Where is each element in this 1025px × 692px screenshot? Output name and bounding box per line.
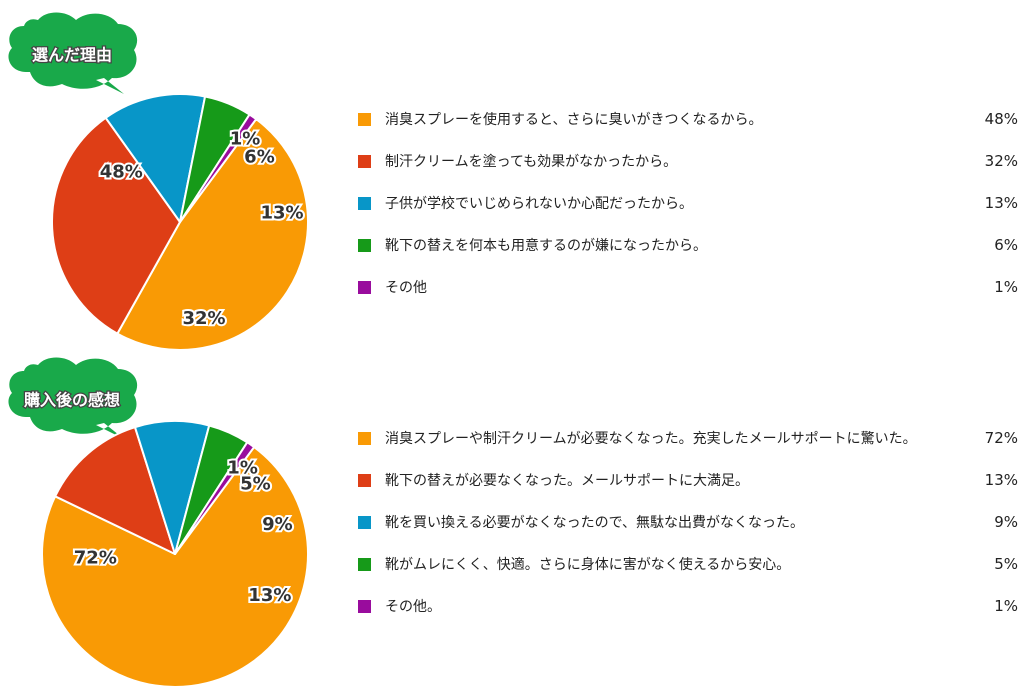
chart-title: 購入後の感想 [23,391,120,410]
legend-item: 子供が学校でいじめられないか心配だったから。 13% [358,182,1018,224]
legend-label: 靴がムレにくく、快適。さらに身体に害がなく使えるから安心。 [385,557,791,573]
legend-percent: 9% [994,513,1018,531]
legend-swatch [358,599,371,613]
chart-impressions: 購入後の感想 72% 13% 9% 5% 1% 消臭スプレーや制汗クリームが必要なくなっ… [0,345,1025,692]
legend-swatch [358,557,371,571]
legend: 消臭スプレーを使用すると、さらに臭いがきつくなるから。 48% 制汗クリームを塗って… [358,98,1018,308]
slice-label: 6% [244,146,275,167]
legend-percent: 48% [984,110,1018,128]
legend-swatch [358,238,371,252]
legend-label: 消臭スプレーを使用すると、さらに臭いがきつくなるから。 [385,112,763,128]
legend-item: 靴下の替えを何本も用意するのが嫌になったから。 6% [358,224,1018,266]
legend-label: 靴下の替えが必要なくなった。メールサポートに大満足。 [385,473,749,489]
legend-percent: 1% [994,278,1018,296]
legend-percent: 1% [994,597,1018,615]
legend-percent: 13% [984,194,1018,212]
title-bubble: 選んだ理由 [8,12,138,94]
legend-swatch [358,473,371,487]
slice-label: 48% [100,162,143,183]
legend-swatch [358,196,371,210]
legend-percent: 5% [994,555,1018,573]
pie-chart: 48% 32% 13% 6%1% [51,93,309,350]
chart-reasons: 選んだ理由 48% 32% 13% 6% 1% 消臭スプレーを使用すると、さらに臭いがき… [8,12,1018,350]
slice-label: 5% [240,473,271,494]
legend-percent: 32% [984,152,1018,170]
pie-slice [116,118,309,350]
legend-item: 制汗クリームを塗っても効果がなかったから。 32% [358,140,1018,182]
legend-item: 靴下の替えが必要なくなった。メールサポートに大満足。 13% [358,459,1018,501]
pie-slice [174,441,256,555]
slice-label: 32% [182,308,225,329]
pie-slice [41,446,309,688]
pie-slice [51,116,181,335]
legend-item: 消臭スプレーを使用すると、さらに臭いがきつくなるから。 48% [358,98,1018,140]
slice-label: 13% [260,202,303,223]
pie-slice [179,113,258,223]
legend-label: 靴を買い換える必要がなくなったので、無駄な出費がなくなった。 [385,515,805,531]
slice-label: 13% [248,585,291,606]
legend-swatch [358,154,371,168]
legend-label: その他 [385,280,427,296]
legend-percent: 13% [984,471,1018,489]
legend-label: 靴下の替えを何本も用意するのが嫌になったから。 [385,238,707,254]
legend-label: 消臭スプレーや制汗クリームが必要なくなった。充実したメールサポートに驚いた。 [385,431,917,447]
legend-swatch [358,280,371,294]
slice-label: 1% [227,457,258,478]
legend-percent: 6% [994,236,1018,254]
legend: 消臭スプレーや制汗クリームが必要なくなった。充実したメールサポートに驚いた。 72… [358,417,1018,627]
legend-item: その他。 1% [358,585,1018,627]
legend-swatch [358,431,371,445]
bubble-shape [8,357,138,439]
pie-slice [104,93,207,223]
pie-slice [54,426,176,555]
slice-label: 1% [230,129,261,150]
legend-percent: 72% [984,429,1018,447]
title-bubble: 購入後の感想 [8,357,138,439]
chart-title: 選んだ理由 [32,46,112,65]
slice-label: 72% [74,547,117,568]
legend-swatch [358,112,371,126]
legend-item: 靴を買い換える必要がなくなったので、無駄な出費がなくなった。 9% [358,501,1018,543]
legend-item: その他 1% [358,266,1018,308]
pie-chart: 72% 13% 9% 5%1% [41,420,309,688]
legend-label: 制汗クリームを塗っても効果がなかったから。 [385,154,678,170]
slice-label: 9% [262,514,293,535]
legend-item: 消臭スプレーや制汗クリームが必要なくなった。充実したメールサポートに驚いた。 72… [358,417,1018,459]
legend-label: その他。 [385,599,441,615]
legend-item: 靴がムレにくく、快適。さらに身体に害がなく使えるから安心。 5% [358,543,1018,585]
legend-swatch [358,515,371,529]
legend-label: 子供が学校でいじめられないか心配だったから。 [385,196,693,212]
bubble-shape [8,12,138,94]
